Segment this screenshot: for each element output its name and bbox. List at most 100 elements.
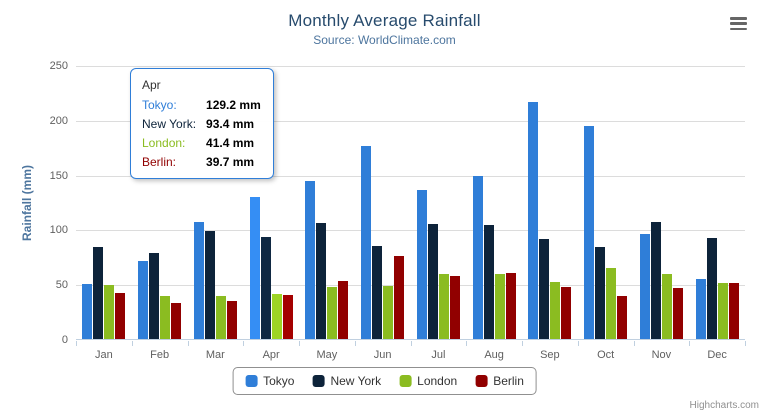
chart-title: Monthly Average Rainfall [288,11,481,30]
legend-swatch-new-york [312,375,325,387]
bar-berlin-jan[interactable] [115,293,126,339]
bar-tokyo-aug[interactable] [472,176,483,339]
bar-new-york-nov[interactable] [650,222,661,339]
bar-tokyo-jun[interactable] [361,146,372,339]
bar-london-feb[interactable] [160,296,171,339]
y-axis-label-50: 50 [55,279,68,292]
x-axis-tick [76,341,77,346]
bar-new-york-mar[interactable] [204,231,215,339]
y-axis-label-200: 200 [49,114,68,127]
category-group-jul [411,190,467,339]
bar-london-jan[interactable] [104,285,115,339]
tooltip-category: Apr [142,78,161,92]
category-group-apr [243,197,299,339]
bar-berlin-aug[interactable] [505,273,516,339]
gridline-50 [76,285,745,287]
bar-london-jun[interactable] [383,286,394,339]
x-axis-tick [745,341,746,346]
bar-tokyo-feb[interactable] [138,261,149,339]
bar-london-mar[interactable] [215,296,226,339]
bar-new-york-feb[interactable] [149,253,160,339]
highcharts-credit[interactable]: Highcharts.com [689,400,759,411]
tooltip-series-value: 129.2 mm [206,98,261,112]
bar-new-york-dec[interactable] [706,238,717,339]
category-group-aug [466,176,522,339]
tooltip-series-label: London: [142,136,186,150]
chart-subtitle: Source: WorldClimate.com [313,33,456,47]
bar-new-york-oct[interactable] [595,247,606,339]
bar-berlin-jun[interactable] [394,256,405,339]
menu-bar [730,27,747,30]
y-axis-label-150: 150 [49,169,68,182]
bar-tokyo-mar[interactable] [193,222,204,339]
x-axis-tick [354,341,356,346]
x-axis-label-mar: Mar [205,349,225,361]
bar-new-york-jan[interactable] [93,247,104,339]
x-axis-label-nov: Nov [651,349,672,361]
bar-tokyo-oct[interactable] [584,126,595,339]
bar-berlin-nov[interactable] [672,288,683,339]
legend-item-london[interactable]: London [399,374,457,388]
menu-bar [730,17,747,20]
bar-london-may[interactable] [327,287,338,339]
bar-new-york-aug[interactable] [483,225,494,339]
tooltip-series-label: New York: [142,117,197,131]
category-group-nov [634,222,690,339]
category-group-dec [689,238,745,339]
x-axis-tick [299,341,300,346]
x-axis-label-aug: Aug [484,349,504,361]
bar-tokyo-apr[interactable] [249,197,260,339]
x-axis-label-dec: Dec [707,349,727,361]
bar-tokyo-nov[interactable] [639,234,650,339]
bar-new-york-jul[interactable] [427,224,438,339]
menu-bar [730,22,747,25]
category-group-may [299,181,355,339]
legend-item-new-york[interactable]: New York [312,374,381,388]
bar-london-nov[interactable] [661,274,672,339]
bar-tokyo-may[interactable] [305,181,316,339]
bar-new-york-jun[interactable] [372,246,383,339]
legend-label-new-york: New York [330,374,382,388]
bar-london-sep[interactable] [550,282,561,339]
bar-london-apr[interactable] [271,294,282,339]
gridline-250 [76,66,745,67]
bar-new-york-sep[interactable] [539,239,550,339]
bar-berlin-apr[interactable] [282,295,293,339]
x-axis-label-feb: Feb [150,349,170,361]
bar-new-york-may[interactable] [316,223,327,339]
legend-label-london: London [417,374,458,388]
bar-tokyo-sep[interactable] [528,102,539,339]
x-axis-label-jun: Jun [373,349,392,361]
bar-london-jul[interactable] [438,274,449,339]
bar-berlin-dec[interactable] [728,283,739,339]
tooltip-series-label: Tokyo: [142,98,177,112]
bar-london-aug[interactable] [494,274,505,339]
bar-london-dec[interactable] [717,283,728,339]
legend-item-berlin[interactable]: Berlin [475,374,524,388]
x-axis-tick [466,341,468,346]
bar-tokyo-jan[interactable] [82,284,93,339]
category-group-feb [132,253,188,339]
legend-item-tokyo[interactable]: Tokyo [245,374,294,388]
export-menu-icon[interactable] [730,17,747,30]
legend-label-berlin: Berlin [493,374,524,388]
x-axis-tick [187,341,189,346]
bar-berlin-jul[interactable] [449,276,460,339]
bar-berlin-may[interactable] [338,281,349,339]
bar-tokyo-jul[interactable] [416,190,427,339]
x-axis-label-jul: Jul [431,349,446,361]
x-axis-label-jan: Jan [95,349,113,361]
bar-berlin-sep[interactable] [561,287,572,339]
bar-new-york-apr[interactable] [260,237,271,339]
legend-swatch-berlin [475,375,488,387]
bar-berlin-feb[interactable] [171,303,182,339]
gridline-150 [76,175,745,177]
legend: Tokyo New York London Berlin [232,367,537,395]
x-axis-label-apr: Apr [262,349,280,361]
bar-berlin-oct[interactable] [617,296,628,339]
bar-tokyo-dec[interactable] [695,279,706,339]
bar-berlin-mar[interactable] [226,301,237,339]
bar-london-oct[interactable] [606,268,617,339]
x-axis-label-may: May [316,349,338,361]
